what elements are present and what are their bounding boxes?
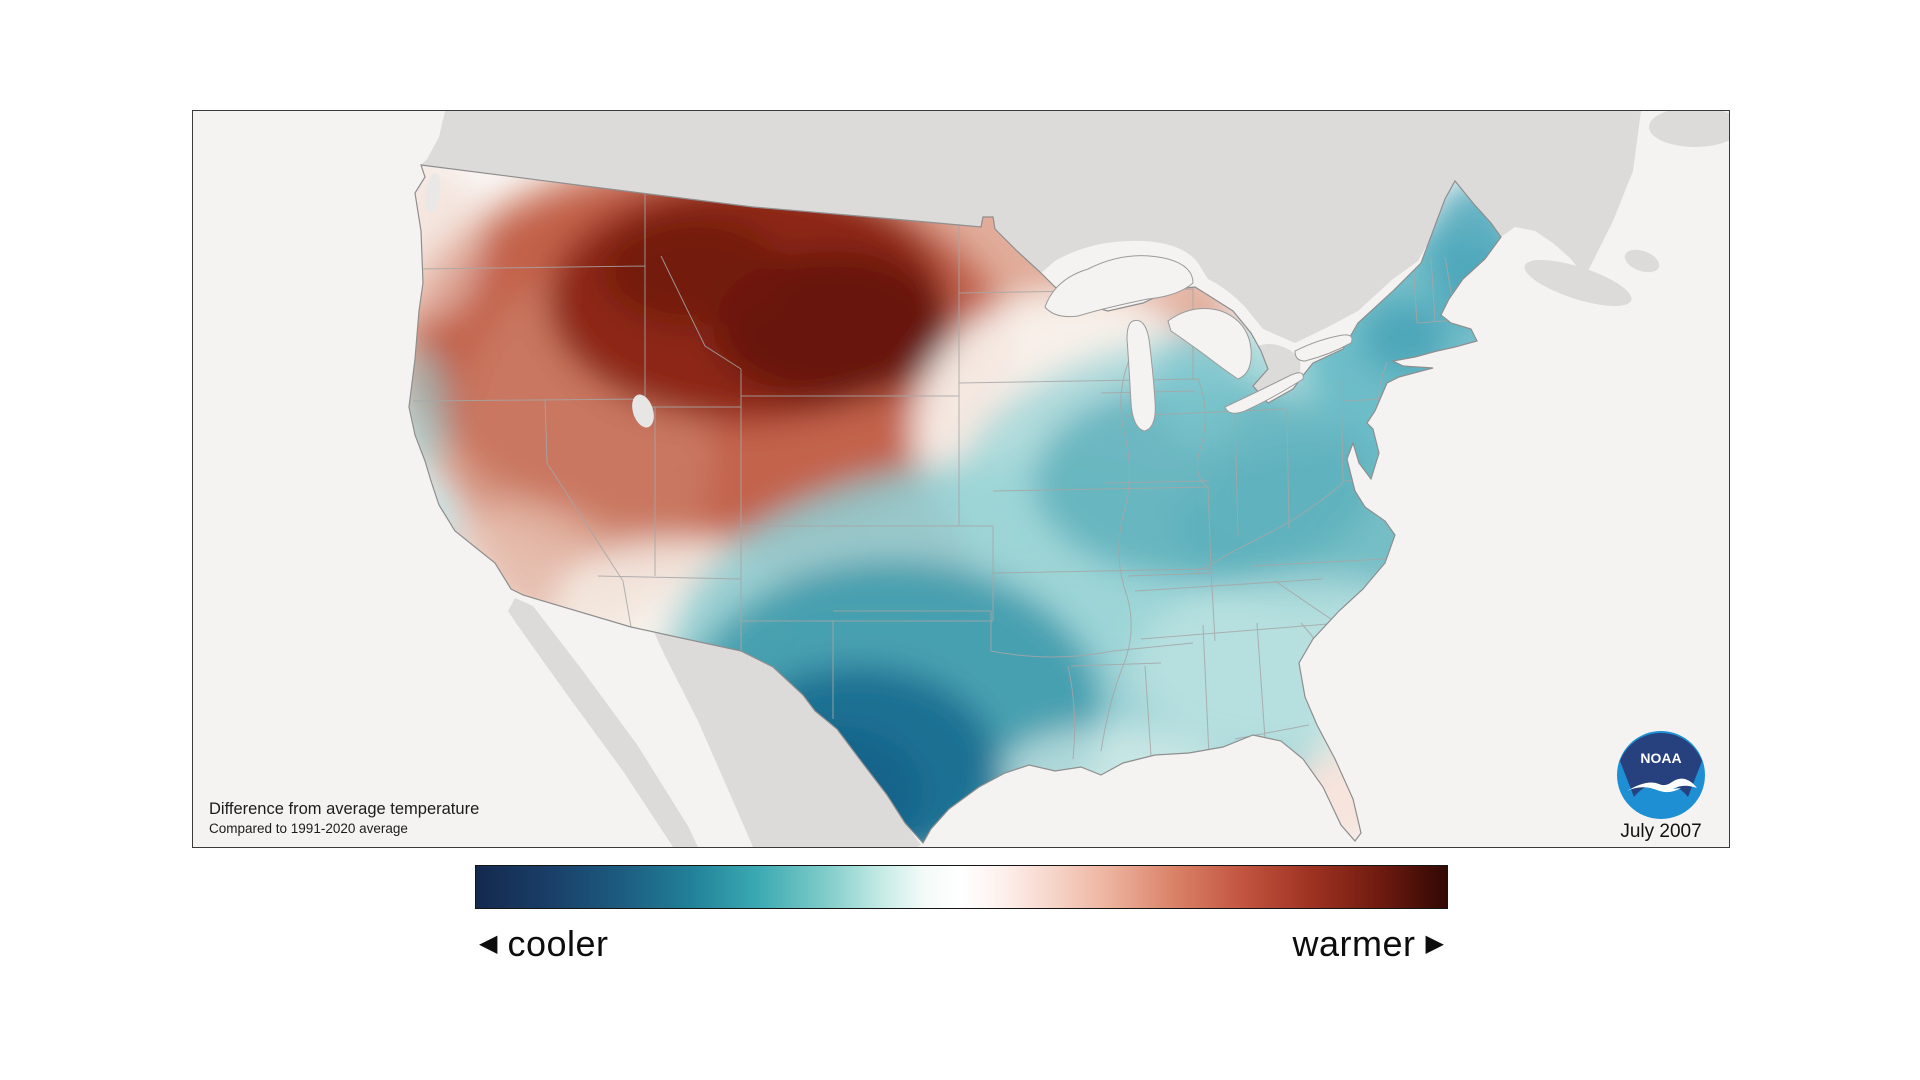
cooler-label-group: ◀ cooler xyxy=(475,923,613,965)
noaa-logo: NOAA xyxy=(1617,731,1705,819)
caption-baseline: Compared to 1991-2020 average xyxy=(209,821,408,837)
lake-ontario xyxy=(1294,334,1353,362)
map-caption: Difference from average temperature Comp… xyxy=(209,799,479,838)
baja-california xyxy=(508,598,698,847)
great-salt-lake xyxy=(632,394,654,428)
warmer-label-group: warmer ▶ xyxy=(1289,923,1448,965)
lake-michigan xyxy=(1126,319,1156,432)
puget-sound xyxy=(425,173,441,213)
great-lakes xyxy=(1044,255,1353,432)
noaa-logo-text: NOAA xyxy=(1640,750,1681,766)
anomaly-field xyxy=(409,165,1501,843)
lake-huron xyxy=(1167,308,1252,380)
cooler-label: cooler xyxy=(507,923,609,964)
canada-landmass xyxy=(421,111,1641,343)
anomaly-colorbar xyxy=(475,865,1448,909)
cooler-arrow-icon: ◀ xyxy=(479,930,498,957)
caption-title: Difference from average temperature xyxy=(209,800,480,819)
lake-erie xyxy=(1224,372,1304,414)
warmer-label: warmer xyxy=(1292,923,1416,964)
warmer-arrow-icon: ▶ xyxy=(1425,930,1444,957)
mexico-landmass xyxy=(648,619,921,847)
lake-superior xyxy=(1044,255,1194,318)
noaa-logo-block: NOAA July 2007 xyxy=(1613,731,1709,843)
date-label: July 2007 xyxy=(1620,821,1702,842)
temperature-anomaly-map-panel: Difference from average temperature Comp… xyxy=(192,110,1730,848)
colorbar-labels: ◀ cooler warmer ▶ xyxy=(475,918,1448,970)
noaa-logo-seagull-icon xyxy=(1627,778,1697,793)
canadian-maritime-islands xyxy=(1488,111,1729,307)
us-temperature-anomaly-map xyxy=(193,111,1729,847)
us-outline xyxy=(408,164,1502,845)
